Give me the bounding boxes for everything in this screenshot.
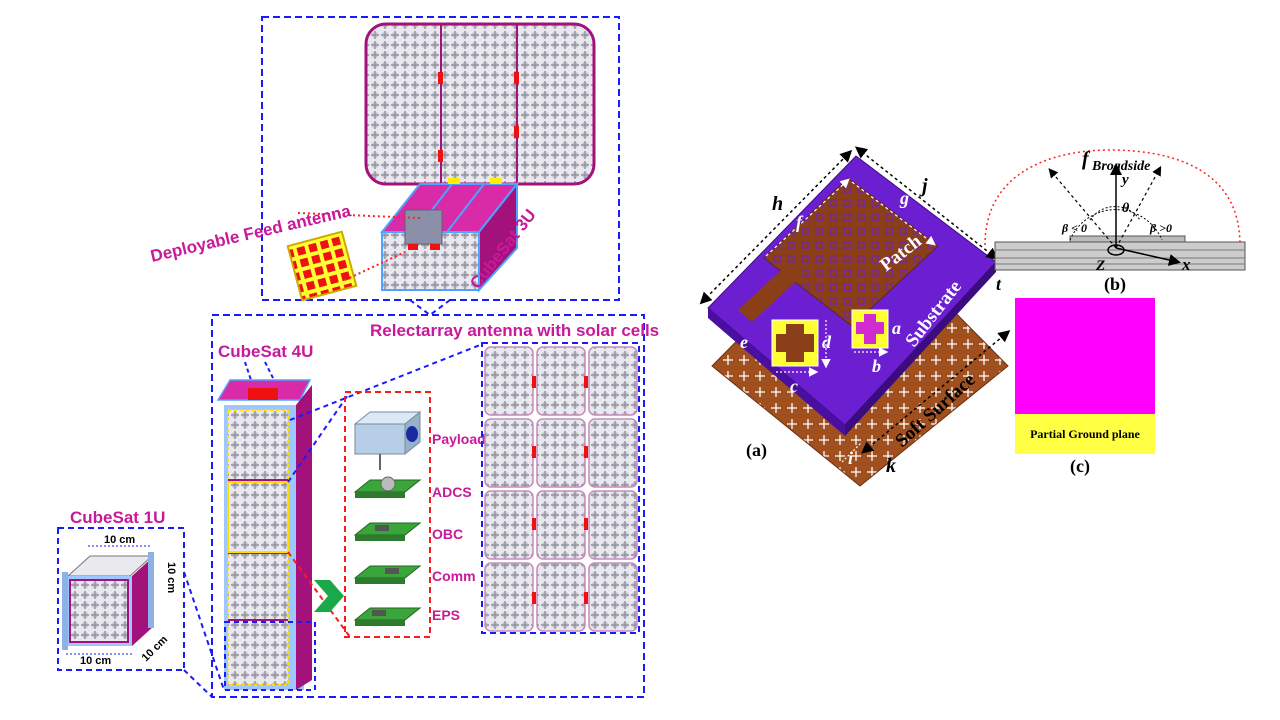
subsystems-box [344, 391, 431, 638]
comm-module-icon [353, 565, 422, 584]
cubesat-4u-box [211, 314, 645, 698]
dim-k: k [886, 455, 896, 477]
axis-y: y [1120, 172, 1129, 188]
cubesat-4u-label: CubeSat 4U [218, 342, 313, 361]
adcs-module-icon [353, 476, 422, 498]
dim-j: j [919, 175, 928, 197]
dim-1u-side: 10 cm [165, 562, 177, 593]
ground-plane-top [1015, 298, 1155, 414]
deployable-feed-antenna-icon [286, 230, 358, 302]
eps-module-icon [353, 607, 422, 626]
module-label-payload: Payload [432, 431, 486, 447]
module-label-obc: OBC [432, 526, 463, 542]
dim-1u-top: 10 cm [104, 534, 135, 546]
module-label-adcs: ADCS [432, 484, 472, 500]
angle-theta: θ [1122, 201, 1130, 216]
cubesat-1u-box [57, 527, 185, 671]
ground-plane-partial [1015, 414, 1155, 454]
reflectarray-panel-3u [364, 22, 596, 186]
panel-b-diagram [984, 149, 1246, 271]
caption-c: (c) [1070, 456, 1090, 477]
payload-module-icon [353, 410, 422, 470]
cubesat-3u-box [261, 16, 620, 302]
module-label-eps: EPS [432, 607, 460, 623]
f-broadside-f: f [1082, 148, 1091, 170]
cubesat-3u-body [379, 178, 520, 293]
dim-a: a [892, 318, 901, 338]
reflectarray-label: Relectarray antenna with solar cells [370, 321, 659, 340]
cubesat-4u-body [216, 379, 312, 690]
cubesat-1u-body [62, 552, 154, 650]
dim-b: b [872, 356, 881, 376]
angle-beta-pos: β >0 [1149, 221, 1172, 235]
caption-b: (b) [1104, 274, 1126, 295]
axis-z: Z [1095, 258, 1105, 274]
reflectarray-cells [484, 346, 638, 632]
angle-beta-neg: β < 0 [1061, 221, 1087, 235]
cubesat-1u-label: CubeSat 1U [70, 508, 165, 527]
chevron-right-icon [314, 580, 344, 612]
axis-x: x [1181, 255, 1191, 274]
module-label-comm: Comm [432, 568, 476, 584]
dim-i: i [848, 448, 853, 468]
dim-h: h [772, 193, 783, 215]
dim-f: f [796, 212, 804, 232]
dim-d: d [822, 332, 832, 352]
reflectarray-grid-box [481, 342, 640, 634]
caption-a: (a) [746, 440, 767, 461]
obc-module-icon [353, 522, 422, 541]
dim-t: t [996, 274, 1002, 294]
f-broadside-sub: Broadside [1091, 159, 1150, 174]
dim-1u-depth: 10 cm [140, 633, 171, 664]
dim-1u-bottom: 10 cm [80, 655, 111, 667]
dim-g: g [899, 188, 909, 208]
ground-plane-label: Partial Ground plane [1030, 427, 1140, 441]
dim-e: e [740, 332, 748, 352]
dim-c: c [790, 376, 798, 396]
